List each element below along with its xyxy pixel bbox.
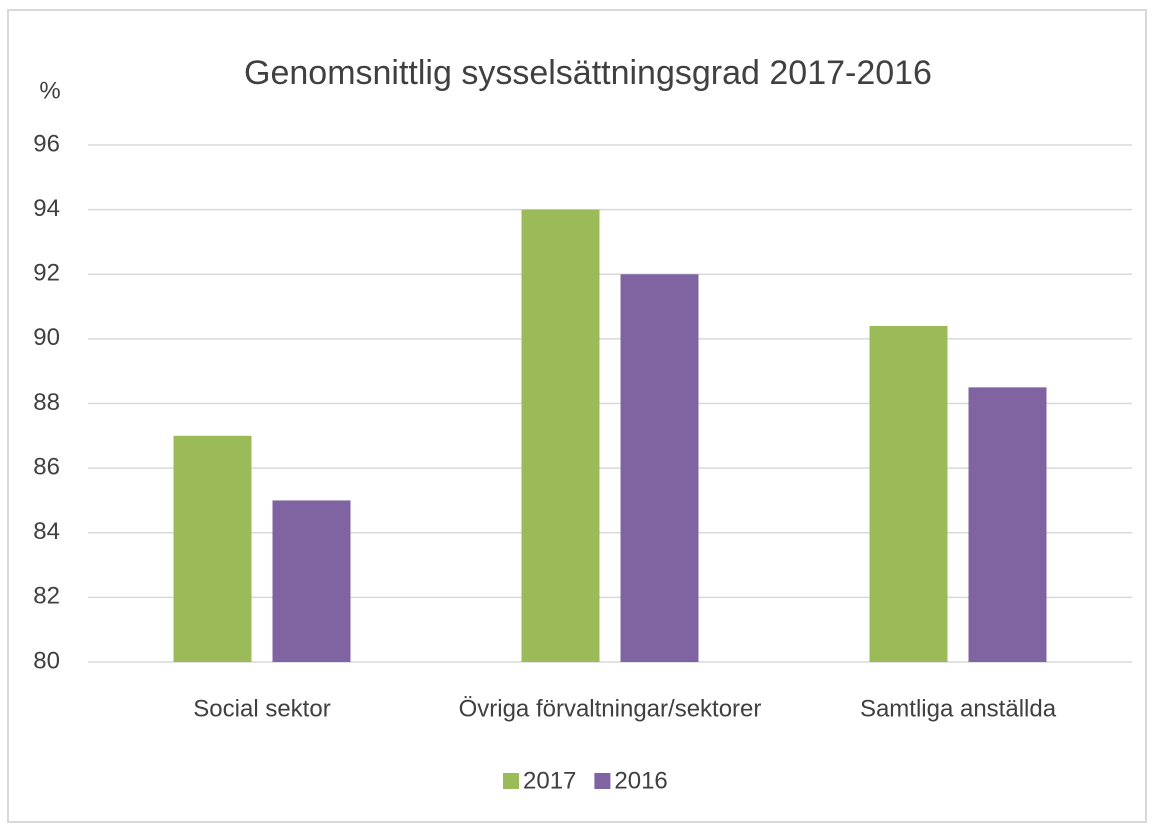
bar — [620, 274, 699, 662]
y-tick-label: 82 — [33, 583, 60, 610]
x-tick-label: Övriga förvaltningar/sektorer — [459, 695, 762, 722]
y-tick-label: 90 — [33, 324, 60, 351]
legend-label: 2016 — [614, 767, 667, 794]
bar — [173, 435, 252, 662]
y-tick-label: 96 — [33, 130, 60, 157]
y-tick-label: 86 — [33, 453, 60, 480]
bar — [521, 209, 600, 662]
y-tick-label: 80 — [33, 647, 60, 674]
bar — [272, 500, 351, 662]
y-tick-label: 88 — [33, 389, 60, 416]
y-axis-label: % — [39, 77, 60, 104]
x-tick-label: Samtliga anställda — [860, 695, 1057, 722]
legend-swatch — [594, 773, 611, 789]
y-tick-label: 94 — [33, 195, 60, 222]
chart-title: Genomsnittlig sysselsättningsgrad 2017-2… — [244, 54, 932, 92]
bar — [869, 325, 948, 662]
y-tick-label: 84 — [33, 518, 60, 545]
x-tick-label: Social sektor — [193, 695, 330, 722]
y-tick-label: 92 — [33, 260, 60, 287]
bar — [968, 387, 1047, 662]
legend-label: 2017 — [523, 767, 576, 794]
legend-swatch — [503, 773, 519, 789]
